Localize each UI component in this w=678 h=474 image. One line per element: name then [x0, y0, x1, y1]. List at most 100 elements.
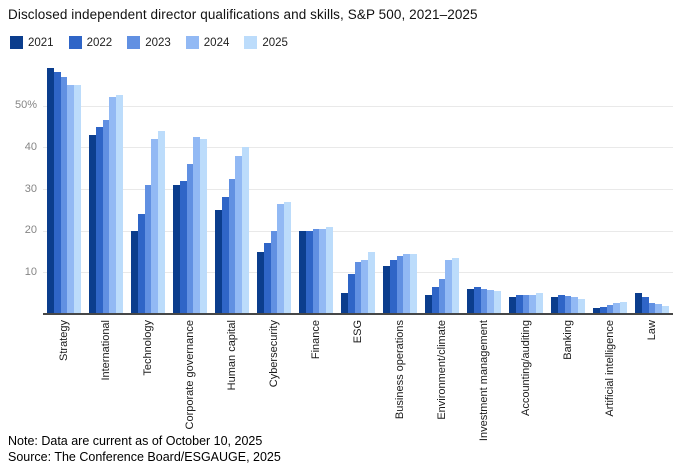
bar-2023 — [312, 228, 320, 314]
bar-2023 — [186, 164, 194, 314]
bar-2023 — [60, 76, 68, 314]
legend-item-2021: 2021 — [10, 36, 54, 49]
bar-2021 — [88, 134, 96, 314]
bar-2022 — [431, 286, 439, 314]
bar-2024 — [151, 139, 159, 314]
bar-group-technology — [130, 58, 166, 314]
bar-2021 — [466, 289, 474, 314]
bar-2024 — [571, 297, 579, 314]
y-tick-label-40: 40 — [24, 140, 37, 153]
legend-swatch-icon — [185, 36, 199, 49]
bar-2021 — [634, 293, 642, 314]
bar-group-corporate-governance — [172, 58, 208, 314]
bar-2022 — [221, 197, 229, 314]
legend-swatch-icon — [68, 36, 82, 49]
bar-2021 — [214, 209, 222, 314]
bar-2024 — [361, 259, 369, 314]
bar-2025 — [200, 139, 208, 314]
bar-2022 — [179, 180, 187, 314]
bar-2025 — [452, 257, 460, 314]
x-category-label-corporate-governance: Corporate governance — [183, 320, 196, 430]
bar-group-artificial-intelligence — [592, 58, 628, 314]
legend-item-2023: 2023 — [127, 36, 171, 49]
x-category-label-artificial-intelligence: Artificial intelligence — [603, 320, 616, 417]
x-category-label-banking: Banking — [561, 320, 574, 360]
bar-2021 — [592, 307, 600, 314]
bar-group-accounting-auditing — [508, 58, 544, 314]
bar-2023 — [606, 304, 614, 314]
bar-2023 — [270, 230, 278, 314]
chart-title: Disclosed independent director qualifica… — [8, 7, 478, 22]
legend-label: 2022 — [86, 36, 113, 49]
bar-2021 — [550, 297, 558, 314]
bar-group-environment-climate — [424, 58, 460, 314]
y-tick-label-10: 10 — [24, 265, 37, 278]
bar-2024 — [655, 304, 663, 314]
bar-2022 — [137, 214, 145, 314]
bar-2022 — [389, 259, 397, 314]
x-axis-line — [43, 313, 673, 315]
bar-group-law — [634, 58, 670, 314]
bar-2021 — [298, 230, 306, 314]
bar-2023 — [564, 296, 572, 314]
x-category-label-investment-management: Investment management — [477, 320, 490, 442]
bar-2024 — [487, 289, 495, 314]
x-category-label-accounting-auditing: Accounting/auditing — [519, 320, 532, 417]
bar-2024 — [109, 97, 117, 314]
bar-2025 — [662, 305, 670, 314]
bar-2022 — [599, 306, 607, 314]
bar-2023 — [480, 289, 488, 314]
legend-item-2022: 2022 — [68, 36, 113, 49]
legend-swatch-icon — [127, 36, 141, 49]
bar-2024 — [277, 203, 285, 314]
bar-2025 — [158, 130, 166, 314]
x-category-label-business-operations: Business operations — [393, 320, 406, 420]
bar-group-international — [88, 58, 124, 314]
legend-swatch-icon — [10, 36, 23, 49]
legend-label: 2023 — [145, 36, 171, 49]
bar-2023 — [396, 255, 404, 314]
legend: 2021 2022 2023 2024 2025 — [10, 36, 288, 49]
bar-2024 — [403, 253, 411, 314]
bar-2023 — [354, 261, 362, 314]
bar-2022 — [557, 295, 565, 314]
bar-group-esg — [340, 58, 376, 314]
source-note: Source: The Conference Board/ESGAUGE, 20… — [8, 450, 281, 464]
bar-2021 — [424, 295, 432, 314]
gridline-50 — [43, 105, 673, 107]
bar-2022 — [515, 295, 523, 314]
gridline-30 — [43, 189, 673, 190]
bar-2022 — [263, 243, 271, 314]
bar-2025 — [536, 293, 544, 314]
y-tick-label-50: 50% — [14, 99, 37, 112]
legend-item-2025: 2025 — [244, 36, 288, 49]
bar-2025 — [368, 251, 376, 314]
legend-item-2024: 2024 — [185, 36, 229, 49]
bar-2025 — [578, 299, 586, 314]
x-category-label-environment-climate: Environment/climate — [435, 320, 448, 420]
bar-2023 — [102, 120, 110, 314]
bar-group-cybersecurity — [256, 58, 292, 314]
bar-2025 — [242, 147, 250, 314]
bar-2021 — [382, 266, 390, 314]
bar-2023 — [228, 178, 236, 314]
x-category-label-esg: ESG — [351, 320, 364, 344]
bar-group-finance — [298, 58, 334, 314]
legend-label: 2025 — [262, 36, 288, 49]
gridline-20 — [43, 230, 673, 232]
bar-2022 — [305, 230, 313, 314]
bar-2022 — [347, 274, 355, 314]
gridline-40 — [43, 147, 673, 149]
bar-2021 — [256, 251, 264, 314]
footnote: Note: Data are current as of October 10,… — [8, 434, 263, 448]
bar-2024 — [235, 155, 243, 314]
x-category-label-finance: Finance — [309, 320, 322, 360]
bar-2024 — [529, 295, 537, 314]
bar-2025 — [620, 301, 628, 314]
x-category-label-law: Law — [645, 320, 658, 341]
bar-group-investment-management — [466, 58, 502, 314]
bar-2025 — [410, 253, 418, 314]
bar-2021 — [508, 297, 516, 314]
bar-2022 — [473, 286, 481, 314]
